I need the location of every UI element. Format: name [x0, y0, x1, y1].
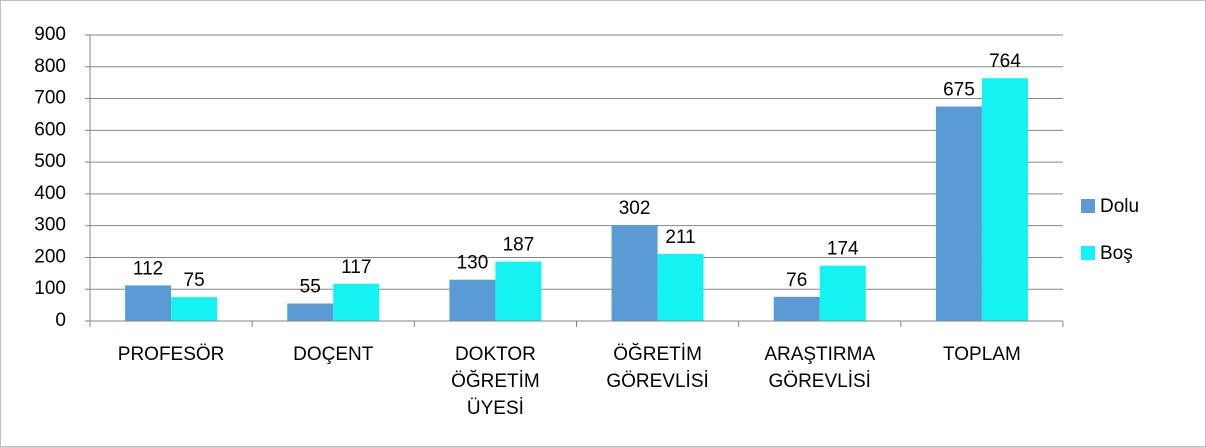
y-tick-label: 200 — [34, 246, 66, 267]
y-tick-label: 700 — [34, 88, 66, 109]
data-label: 187 — [503, 235, 535, 256]
x-tick-label: ÖĞRETİM GÖREVLİSİ — [606, 344, 709, 392]
legend-swatch — [1081, 199, 1095, 213]
bar — [287, 303, 334, 321]
bar — [449, 279, 496, 321]
legend-swatch — [1081, 246, 1095, 260]
y-tick-label: 500 — [34, 151, 66, 172]
y-tick-label: 600 — [34, 119, 66, 140]
y-tick-label: 300 — [34, 215, 66, 236]
data-label: 675 — [943, 80, 975, 101]
bar — [495, 261, 542, 321]
x-tick-label: TOPLAM — [943, 344, 1021, 365]
data-label: 302 — [619, 198, 651, 219]
data-label: 75 — [184, 270, 205, 291]
data-label: 764 — [989, 51, 1021, 72]
y-tick-label: 800 — [34, 56, 66, 77]
x-tick-label: DOKTOR ÖĞRETİM ÜYESİ — [451, 344, 540, 419]
data-label: 55 — [300, 277, 321, 298]
y-tick-label: 0 — [55, 310, 66, 331]
y-tick-label: 100 — [34, 278, 66, 299]
bar — [171, 297, 218, 321]
y-tick-label: 900 — [34, 24, 66, 45]
data-label: 211 — [665, 227, 695, 248]
data-label: 117 — [341, 257, 371, 278]
y-tick-label: 400 — [34, 183, 66, 204]
x-tick-label: DOÇENT — [293, 344, 374, 365]
legend-label: Boş — [1100, 243, 1133, 264]
bar — [773, 296, 820, 321]
bar — [657, 253, 704, 321]
data-label: 76 — [786, 270, 807, 291]
bar — [333, 283, 380, 321]
data-label: 174 — [827, 239, 859, 260]
legend-label: Dolu — [1100, 196, 1139, 217]
bar — [125, 285, 172, 321]
x-tick-label: ARAŞTIRMA GÖREVLİSİ — [764, 344, 876, 392]
x-tick-label: PROFESÖR — [117, 344, 225, 365]
bar — [819, 265, 866, 321]
bar — [981, 78, 1028, 322]
bar — [611, 225, 658, 321]
data-label: 112 — [133, 258, 163, 279]
data-label: 130 — [457, 253, 489, 274]
bar — [935, 106, 982, 321]
